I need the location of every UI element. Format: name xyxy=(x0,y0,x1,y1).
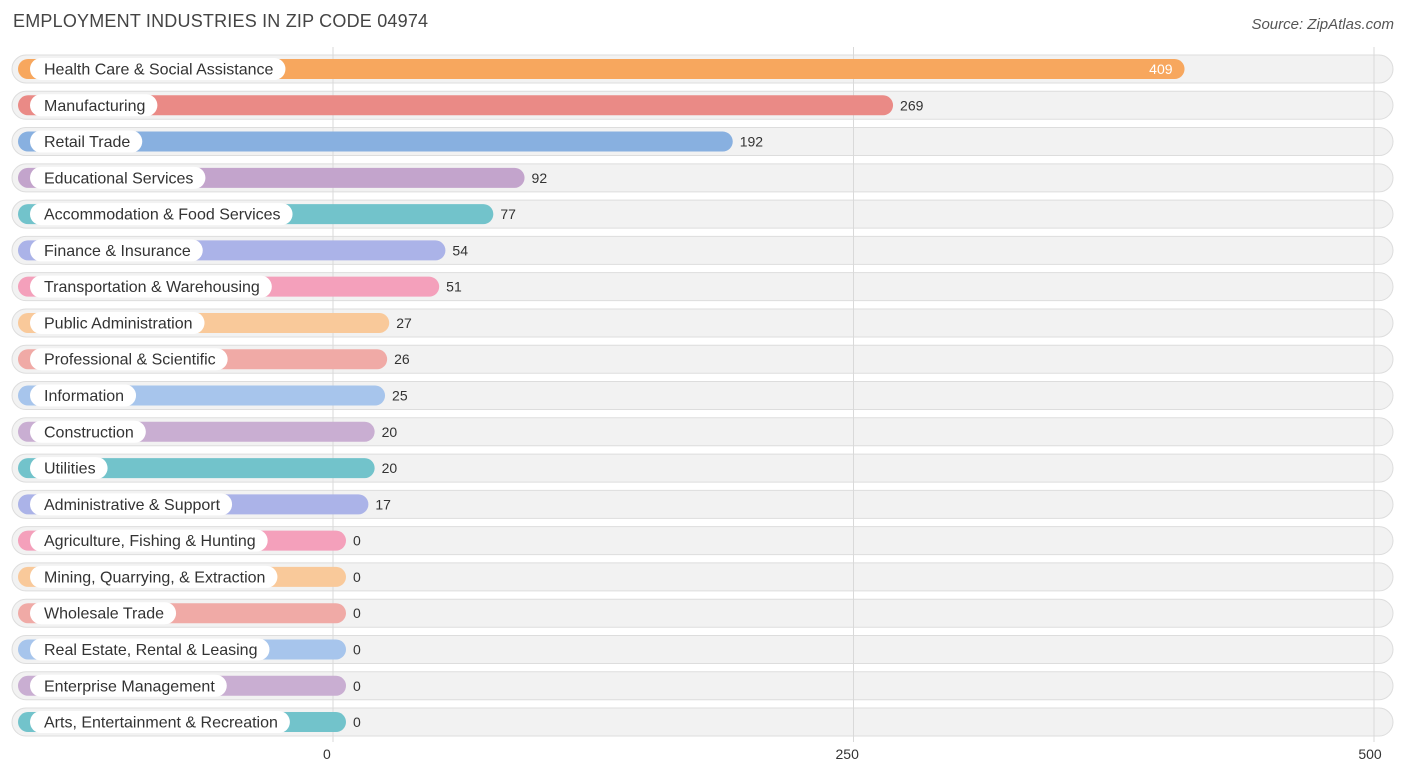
category-label-pill xyxy=(30,166,206,189)
row-track xyxy=(11,598,1394,628)
row-track xyxy=(11,707,1394,737)
row-track xyxy=(11,634,1394,664)
category-label: Educational Services xyxy=(44,170,193,187)
category-label: Utilities xyxy=(44,461,96,478)
value-label: 0 xyxy=(353,533,361,549)
value-label: 51 xyxy=(446,279,462,295)
category-label-pill xyxy=(30,602,177,625)
row-track xyxy=(11,526,1394,556)
category-label-pill xyxy=(30,457,108,480)
category-label: Real Estate, Rental & Leasing xyxy=(44,642,257,659)
value-label: 269 xyxy=(900,97,924,113)
category-label-pill xyxy=(30,493,233,516)
category-label-pill xyxy=(30,529,268,552)
value-label: 25 xyxy=(392,388,408,404)
bar xyxy=(18,95,894,116)
value-label: 54 xyxy=(452,242,468,258)
bars: Health Care & Social Assistance 409 Manufa… xyxy=(18,58,1185,734)
category-label: Wholesale Trade xyxy=(44,606,164,623)
category-label: Mining, Quarrying, & Extraction xyxy=(44,569,265,586)
x-tick-label: 0 xyxy=(323,746,331,762)
category-label: Enterprise Management xyxy=(44,678,215,695)
category-label: Construction xyxy=(44,424,134,441)
chart-title: EMPLOYMENT INDUSTRIES IN ZIP CODE 04974 xyxy=(13,11,429,31)
category-label-pill xyxy=(30,565,278,588)
category-label-pill xyxy=(30,275,272,298)
row-track xyxy=(11,671,1394,701)
category-label: Information xyxy=(44,388,124,405)
category-label-pill xyxy=(30,420,146,443)
category-label: Agriculture, Fishing & Hunting xyxy=(44,533,256,550)
x-tick-label: 250 xyxy=(836,746,860,762)
value-label: 0 xyxy=(353,641,361,657)
value-label: 92 xyxy=(532,170,548,186)
category-label: Retail Trade xyxy=(44,134,130,151)
category-label: Finance & Insurance xyxy=(44,243,191,260)
x-tick-label: 500 xyxy=(1358,746,1382,762)
bar xyxy=(18,131,733,152)
value-label: 192 xyxy=(740,134,764,150)
category-label-pill xyxy=(30,711,290,734)
value-label: 77 xyxy=(500,206,516,222)
value-label: 17 xyxy=(375,496,391,512)
category-label: Administrative & Support xyxy=(44,497,221,514)
category-label: Public Administration xyxy=(44,315,193,332)
category-label-pill xyxy=(30,384,137,407)
x-axis-ticks: 0 250 500 xyxy=(323,746,1382,762)
value-label: 409 xyxy=(1149,61,1173,77)
category-label: Manufacturing xyxy=(44,98,145,115)
source-note: Source: ZipAtlas.com xyxy=(1251,16,1394,33)
value-label: 0 xyxy=(353,605,361,621)
row-track xyxy=(11,562,1394,592)
category-label: Accommodation & Food Services xyxy=(44,207,281,224)
value-label: 0 xyxy=(353,678,361,694)
category-label: Professional & Scientific xyxy=(44,352,216,369)
value-label: 0 xyxy=(353,714,361,730)
bar xyxy=(18,59,1185,79)
category-label-pill xyxy=(30,94,158,117)
value-label: 20 xyxy=(382,460,398,476)
category-label-pill xyxy=(30,130,143,153)
category-label-pill xyxy=(30,638,270,661)
category-label-pill xyxy=(30,348,228,371)
category-label: Arts, Entertainment & Recreation xyxy=(44,715,278,732)
category-label-pill xyxy=(30,239,203,262)
value-label: 26 xyxy=(394,351,410,367)
value-label: 0 xyxy=(353,569,361,585)
category-label-pill xyxy=(30,203,293,226)
category-label-pill xyxy=(30,674,227,697)
category-label: Transportation & Warehousing xyxy=(44,279,260,296)
bar xyxy=(18,458,375,479)
category-label: Health Care & Social Assistance xyxy=(44,62,274,79)
category-label-pill xyxy=(30,58,286,80)
category-label-pill xyxy=(30,311,205,334)
value-label: 27 xyxy=(396,315,412,331)
value-label: 20 xyxy=(382,424,398,440)
